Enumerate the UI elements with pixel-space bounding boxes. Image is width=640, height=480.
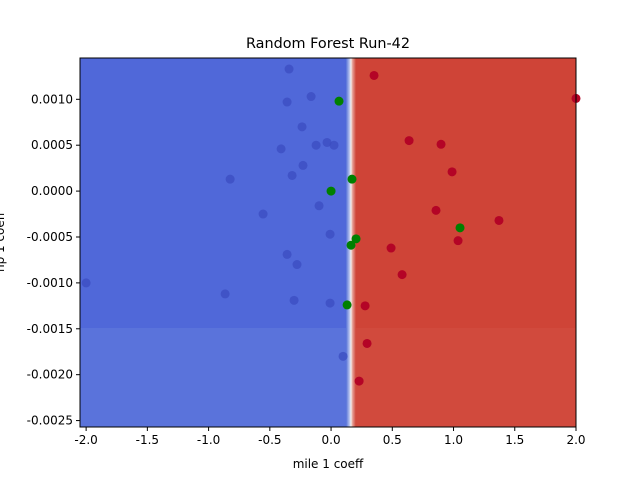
point xyxy=(81,278,91,288)
point xyxy=(404,136,414,146)
y-tick-label: -0.0015 xyxy=(27,322,73,336)
y-tick-label: 0.0005 xyxy=(31,138,73,152)
point xyxy=(447,167,457,177)
point xyxy=(287,170,297,180)
point xyxy=(455,223,465,233)
point xyxy=(225,174,235,184)
x-tick-label: 1.0 xyxy=(444,433,463,447)
point xyxy=(334,96,344,106)
point xyxy=(276,144,286,154)
x-tick-label: 0.5 xyxy=(383,433,402,447)
point xyxy=(351,234,361,244)
x-tick-label: -1.0 xyxy=(197,433,220,447)
point xyxy=(386,243,396,253)
point xyxy=(297,122,307,132)
point xyxy=(362,338,372,348)
point xyxy=(436,139,446,149)
y-tick-label: -0.0010 xyxy=(27,276,73,290)
point xyxy=(298,160,308,170)
y-tick-label: -0.0005 xyxy=(27,230,73,244)
x-axis-label: mile 1 coeff xyxy=(293,457,364,471)
point xyxy=(292,260,302,270)
y-tick-label: -0.0020 xyxy=(27,368,73,382)
point xyxy=(306,92,316,102)
point xyxy=(397,270,407,280)
point xyxy=(325,298,335,308)
point xyxy=(431,205,441,215)
plot-frame xyxy=(79,57,577,428)
point xyxy=(494,215,504,225)
chart-title: Random Forest Run-42 xyxy=(246,36,410,52)
point xyxy=(282,249,292,259)
decision-background xyxy=(80,58,576,427)
point xyxy=(322,137,332,147)
point xyxy=(342,300,352,310)
point xyxy=(346,240,356,250)
y-axis-label: hp 1 coeff xyxy=(0,211,7,272)
point xyxy=(369,70,379,80)
point xyxy=(289,295,299,305)
point xyxy=(326,186,336,196)
point xyxy=(354,376,364,386)
point xyxy=(220,289,230,299)
y-tick-label: 0.0000 xyxy=(31,184,73,198)
point xyxy=(453,236,463,246)
x-tick-label: 2.0 xyxy=(566,433,585,447)
y-tick-label: -0.0025 xyxy=(27,414,73,428)
point xyxy=(314,201,324,211)
x-tick-label: -1.5 xyxy=(136,433,159,447)
y-tick-label: 0.0010 xyxy=(31,92,73,106)
point xyxy=(360,301,370,311)
point xyxy=(258,209,268,219)
x-tick-label: -2.0 xyxy=(74,433,97,447)
point xyxy=(347,174,357,184)
point xyxy=(329,140,339,150)
point xyxy=(325,229,335,239)
point xyxy=(284,64,294,74)
point xyxy=(338,351,348,361)
x-tick-label: 0.0 xyxy=(322,433,341,447)
point xyxy=(311,140,321,150)
point xyxy=(282,97,292,107)
x-tick-label: 1.5 xyxy=(505,433,524,447)
x-tick-label: -0.5 xyxy=(258,433,281,447)
